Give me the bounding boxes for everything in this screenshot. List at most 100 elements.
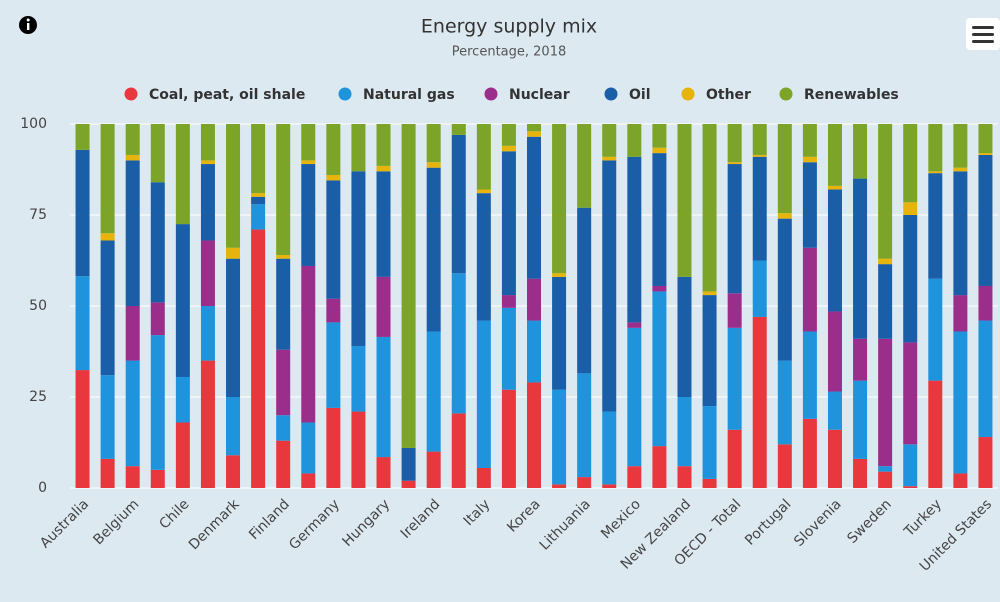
bar-segment (827, 391, 842, 430)
bar-segment (727, 327, 742, 430)
bar-segment (853, 458, 868, 488)
bar-segment (727, 164, 742, 294)
bar-segment (878, 471, 893, 488)
legend-label: Renewables (804, 87, 899, 103)
bar-segment (652, 124, 667, 148)
bar-segment (802, 156, 817, 163)
bar-segment (903, 444, 918, 487)
bar-segment (276, 349, 291, 416)
bar-segment (501, 389, 516, 488)
bar-segment (577, 207, 592, 374)
bar-segment (652, 147, 667, 154)
bar-segment (953, 167, 968, 172)
bar-segment (727, 293, 742, 328)
legend-label: Coal, peat, oil shale (149, 87, 305, 103)
bar-segment (376, 165, 391, 172)
bar-segment (351, 346, 366, 412)
bar-segment (276, 255, 291, 259)
menu-button[interactable] (966, 18, 1000, 50)
bar-segment (978, 437, 993, 488)
bar-segment (75, 124, 90, 150)
bar-segment (301, 265, 316, 423)
bar-segment (752, 124, 767, 155)
bar-segment (251, 193, 266, 197)
bar-segment (326, 407, 341, 488)
bar-segment (702, 406, 717, 479)
bar-segment (552, 273, 567, 277)
bar-segment (200, 124, 215, 161)
bar-segment (125, 154, 140, 161)
bar-segment (226, 247, 241, 259)
bar-segment (326, 322, 341, 408)
bar-segment (451, 134, 466, 274)
bar-segment (903, 215, 918, 343)
bar-segment (903, 202, 918, 215)
bar-segment (100, 240, 115, 376)
bar-segment (602, 124, 617, 157)
bar-segment (301, 160, 316, 165)
bar-segment (476, 124, 491, 190)
bar-segment (100, 458, 115, 488)
bar-segment (150, 182, 165, 303)
bar-segment (276, 415, 291, 441)
bar-segment (802, 418, 817, 488)
bar-segment (501, 307, 516, 390)
bar-segment (777, 213, 792, 219)
menu-bar (972, 26, 994, 29)
legend-label: Oil (629, 87, 651, 103)
bar-segment (853, 380, 868, 459)
bar-segment (125, 160, 140, 306)
bar-segment (802, 124, 817, 157)
bar-segment (501, 151, 516, 296)
bar-segment (978, 285, 993, 321)
bar-segment (276, 124, 291, 256)
bar-segment (527, 136, 541, 279)
bar-segment (928, 173, 943, 279)
bar-segment (552, 389, 567, 485)
bar-segment (150, 302, 165, 336)
menu-bar (972, 33, 994, 36)
bar-segment (527, 131, 541, 137)
y-tick-label: 0 (38, 480, 47, 496)
legend-label: Other (706, 87, 751, 103)
bar-segment (928, 124, 943, 172)
bar-segment (326, 124, 341, 175)
bar-segment (777, 444, 792, 488)
bar-segment (652, 291, 667, 447)
bar-segment (903, 486, 918, 488)
bar-segment (652, 446, 667, 488)
bar-segment (527, 320, 541, 383)
bar-segment (476, 189, 491, 194)
bar-segment (953, 295, 968, 332)
bar-segment (552, 484, 567, 488)
bar-segment (827, 429, 842, 488)
bar-segment (226, 455, 241, 488)
bar-segment (251, 229, 266, 488)
bar-segment (276, 258, 291, 350)
bar-segment (752, 316, 767, 488)
bar-segment (75, 276, 90, 371)
bar-segment (677, 466, 692, 488)
bar-segment (602, 484, 617, 488)
bar-segment (376, 124, 391, 166)
bar-segment (426, 124, 441, 163)
menu-bar (972, 40, 994, 43)
bar-segment (752, 156, 767, 261)
bar-segment (978, 124, 993, 154)
bar-segment (953, 171, 968, 296)
bar-segment (752, 260, 767, 317)
legend-label: Nuclear (509, 87, 570, 103)
chart-subtitle: Percentage, 2018 (452, 45, 566, 60)
bar-segment (426, 451, 441, 488)
bar-segment (702, 291, 717, 296)
bar-segment (125, 306, 140, 361)
bar-segment (251, 124, 266, 194)
bar-segment (175, 422, 190, 488)
bar-segment (853, 178, 868, 339)
bar-segment (853, 124, 868, 179)
bar-segment (376, 171, 391, 277)
bar-segment (476, 467, 491, 488)
bar-segment (627, 466, 642, 488)
bar-segment (426, 162, 441, 168)
bar-segment (451, 273, 466, 414)
